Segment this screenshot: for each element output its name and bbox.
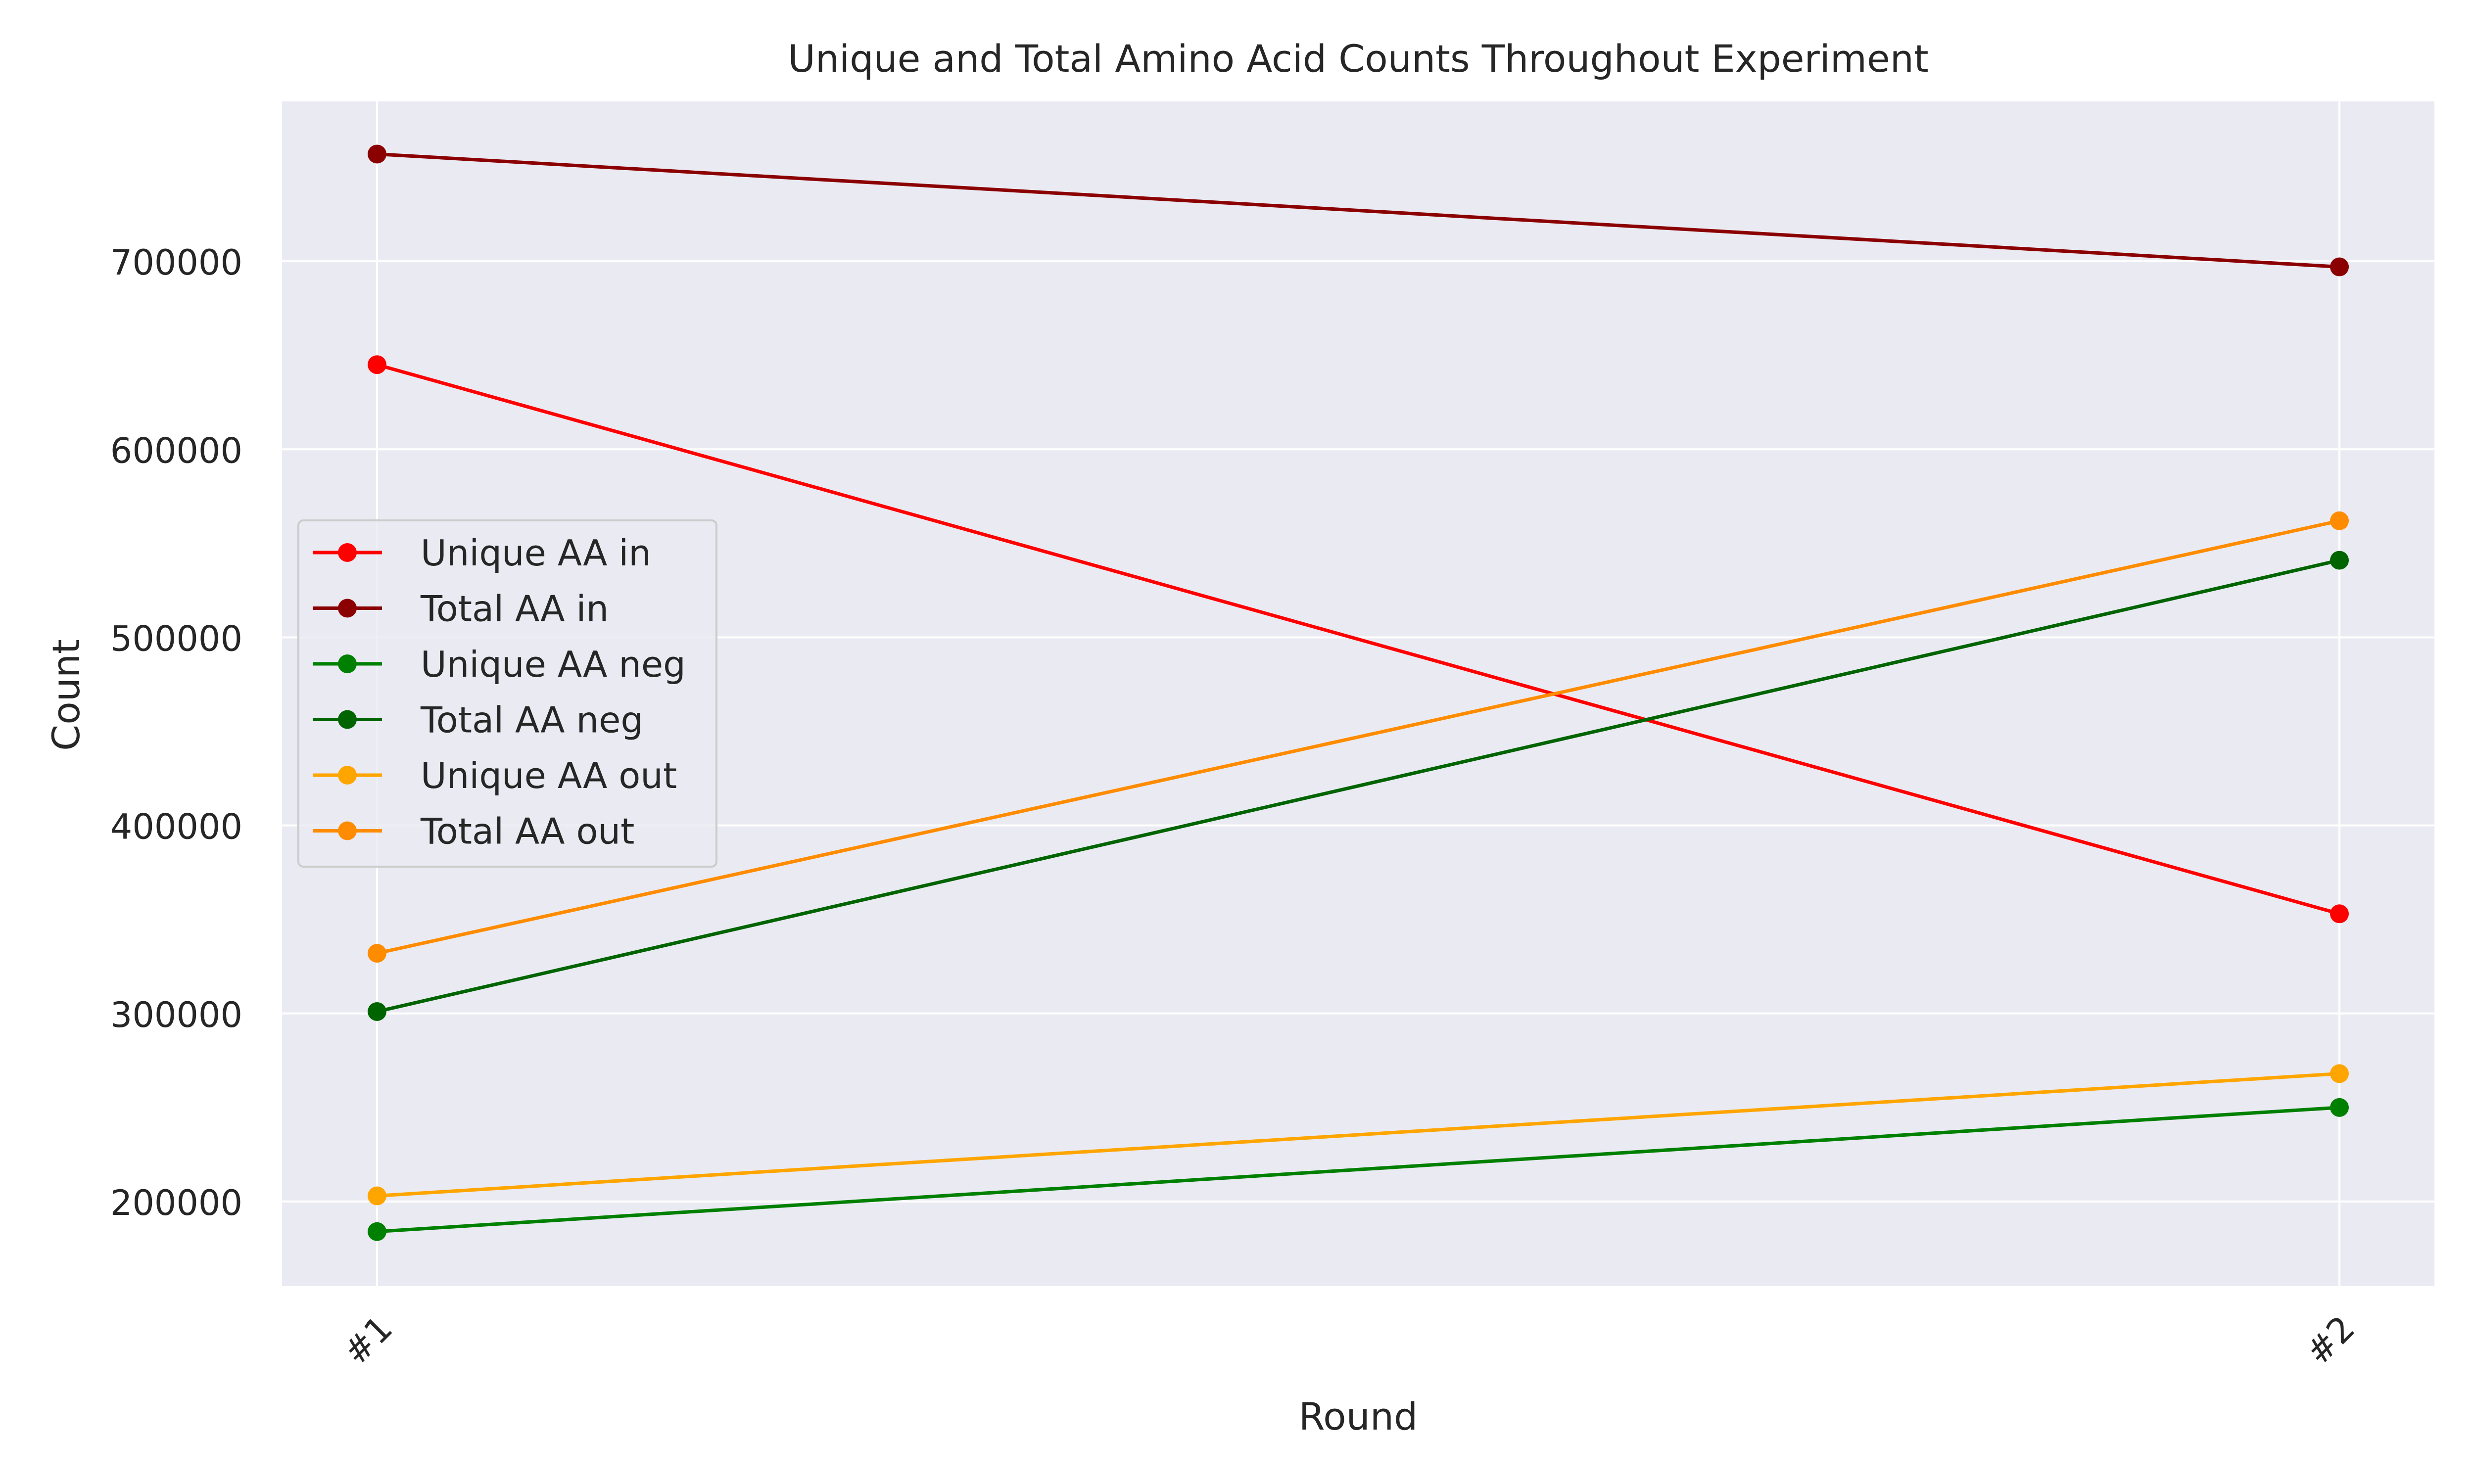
legend-marker <box>338 821 357 840</box>
x-tick-label: #2 <box>2298 1308 2363 1373</box>
series-line <box>377 519 2340 955</box>
legend-marker <box>338 654 357 673</box>
y-tick-label: 700000 <box>110 242 242 283</box>
x-tick-label: #1 <box>335 1308 400 1373</box>
legend-marker <box>338 543 357 562</box>
legend-label: Unique AA out <box>421 755 677 796</box>
data-point <box>2330 1064 2349 1083</box>
data-point <box>2330 257 2349 277</box>
legend-marker <box>338 710 357 729</box>
data-point <box>2330 1098 2349 1117</box>
legend-label: Total AA out <box>420 811 634 852</box>
y-tick-label: 500000 <box>110 618 242 659</box>
series-markers <box>368 144 2349 1241</box>
data-point <box>2330 904 2349 924</box>
data-point <box>2330 511 2349 530</box>
y-tick-label: 200000 <box>110 1183 242 1223</box>
y-axis-ticks: 200000 300000 400000 500000 600000 700000 <box>110 242 242 1223</box>
data-point <box>368 1002 386 1021</box>
y-tick-label: 600000 <box>110 430 242 471</box>
legend-label: Total AA in <box>420 588 609 630</box>
series-lines <box>377 152 2340 1234</box>
data-point <box>368 1186 386 1206</box>
legend-marker <box>338 599 357 618</box>
legend-label: Unique AA neg <box>421 644 686 685</box>
legend: Unique AA in Total AA in Unique AA neg Tota… <box>297 519 717 868</box>
data-point <box>368 355 386 374</box>
data-point <box>368 1222 386 1241</box>
legend-label: Unique AA in <box>421 532 651 574</box>
series-line <box>377 152 2340 269</box>
legend-label: Total AA neg <box>420 699 643 741</box>
data-point <box>368 944 386 963</box>
series-line <box>377 363 2340 916</box>
series-line <box>377 1106 2340 1234</box>
chart-title: Unique and Total Amino Acid Counts Throu… <box>788 37 1928 81</box>
data-point <box>368 144 386 164</box>
y-tick-label: 400000 <box>110 807 242 847</box>
series-line <box>377 558 2340 1014</box>
legend-marker <box>338 766 357 785</box>
y-axis-label: Count <box>44 639 88 751</box>
series-line <box>377 1071 2340 1198</box>
x-axis-ticks: #1 #2 <box>335 1308 2363 1373</box>
x-axis-label: Round <box>1299 1394 1418 1438</box>
y-tick-label: 300000 <box>110 995 242 1035</box>
data-point <box>2330 551 2349 570</box>
legend-frame <box>297 519 717 868</box>
